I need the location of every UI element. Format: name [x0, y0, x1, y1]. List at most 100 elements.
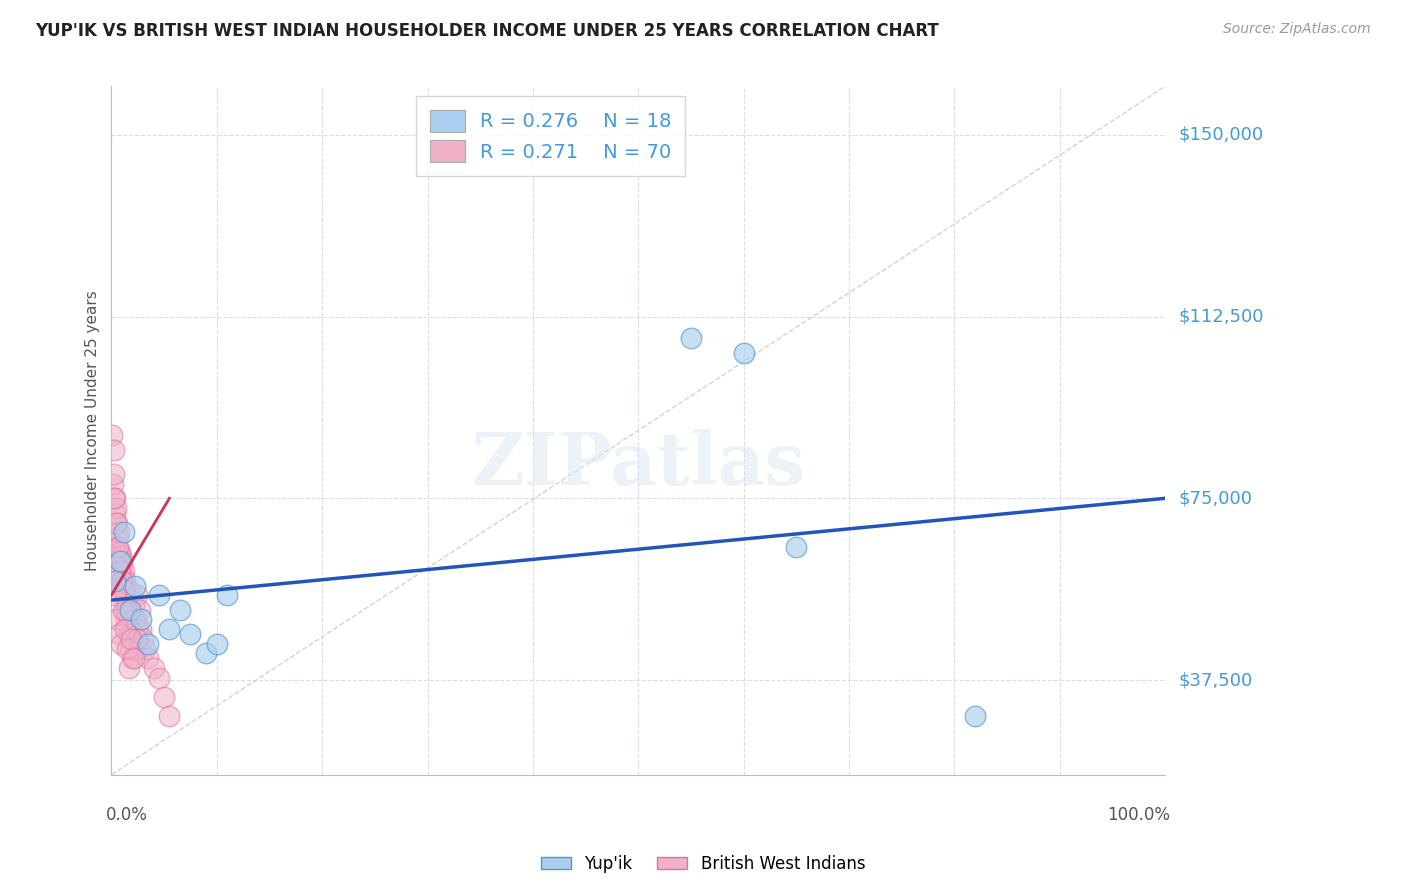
- Point: [129, 612, 152, 626]
- Point: [785, 540, 807, 554]
- Point: [120, 641, 142, 656]
- Point: [111, 569, 134, 583]
- Point: [101, 476, 124, 491]
- Point: [107, 549, 129, 564]
- Point: [134, 641, 156, 656]
- Point: [118, 661, 141, 675]
- Point: [142, 661, 165, 675]
- Point: [114, 603, 136, 617]
- Point: [107, 530, 129, 544]
- Point: [122, 651, 145, 665]
- Point: [103, 506, 125, 520]
- Legend: R = 0.276    N = 18, R = 0.271    N = 70: R = 0.276 N = 18, R = 0.271 N = 70: [416, 96, 685, 176]
- Point: [124, 612, 146, 626]
- Point: [108, 564, 131, 578]
- Point: [111, 554, 134, 568]
- Point: [104, 491, 127, 506]
- Point: [108, 525, 131, 540]
- Point: [115, 603, 138, 617]
- Point: [205, 637, 228, 651]
- Point: [136, 637, 159, 651]
- Point: [121, 651, 143, 665]
- Point: [103, 588, 125, 602]
- Point: [105, 501, 128, 516]
- Point: [148, 588, 170, 602]
- Text: $112,500: $112,500: [1180, 308, 1264, 326]
- Point: [120, 603, 142, 617]
- Point: [104, 525, 127, 540]
- Point: [111, 574, 134, 588]
- Point: [112, 525, 135, 540]
- Point: [122, 598, 145, 612]
- Point: [117, 617, 139, 632]
- Point: [217, 588, 239, 602]
- Point: [120, 632, 142, 646]
- Point: [111, 578, 134, 592]
- Point: [153, 690, 176, 704]
- Point: [129, 622, 152, 636]
- Text: YUP'IK VS BRITISH WEST INDIAN HOUSEHOLDER INCOME UNDER 25 YEARS CORRELATION CHAR: YUP'IK VS BRITISH WEST INDIAN HOUSEHOLDE…: [35, 22, 939, 40]
- Point: [110, 544, 132, 558]
- Text: ZIPatlas: ZIPatlas: [471, 429, 806, 500]
- Point: [117, 622, 139, 636]
- Point: [118, 583, 141, 598]
- Point: [108, 554, 131, 568]
- Point: [114, 622, 136, 636]
- Legend: Yup'ik, British West Indians: Yup'ik, British West Indians: [534, 848, 872, 880]
- Point: [124, 632, 146, 646]
- Point: [112, 588, 135, 602]
- Point: [128, 641, 150, 656]
- Point: [115, 641, 138, 656]
- Point: [128, 603, 150, 617]
- Point: [103, 467, 125, 481]
- Point: [108, 564, 131, 578]
- Point: [148, 671, 170, 685]
- Point: [157, 622, 180, 636]
- Point: [115, 598, 138, 612]
- Y-axis label: Householder Income Under 25 years: Householder Income Under 25 years: [86, 290, 100, 571]
- Text: $37,500: $37,500: [1180, 671, 1253, 689]
- Point: [112, 583, 135, 598]
- Point: [105, 540, 128, 554]
- Point: [103, 574, 125, 588]
- Point: [121, 627, 143, 641]
- Point: [124, 578, 146, 592]
- Point: [110, 549, 132, 564]
- Point: [179, 627, 201, 641]
- Point: [679, 331, 702, 345]
- Point: [136, 651, 159, 665]
- Point: [104, 516, 127, 530]
- Point: [105, 516, 128, 530]
- Text: $75,000: $75,000: [1180, 490, 1253, 508]
- Point: [110, 637, 132, 651]
- Point: [101, 428, 124, 442]
- Point: [132, 632, 155, 646]
- Point: [169, 603, 191, 617]
- Point: [115, 588, 138, 602]
- Point: [733, 346, 755, 360]
- Point: [107, 540, 129, 554]
- Text: Source: ZipAtlas.com: Source: ZipAtlas.com: [1223, 22, 1371, 37]
- Point: [110, 574, 132, 588]
- Point: [965, 709, 987, 723]
- Point: [103, 442, 125, 457]
- Point: [111, 603, 134, 617]
- Point: [120, 603, 142, 617]
- Point: [107, 554, 129, 568]
- Point: [195, 647, 218, 661]
- Point: [124, 612, 146, 626]
- Text: 0.0%: 0.0%: [105, 805, 148, 823]
- Point: [112, 564, 135, 578]
- Point: [105, 612, 128, 626]
- Point: [107, 627, 129, 641]
- Point: [114, 612, 136, 626]
- Text: 100.0%: 100.0%: [1108, 805, 1170, 823]
- Point: [125, 588, 148, 602]
- Point: [103, 491, 125, 506]
- Point: [157, 709, 180, 723]
- Point: [114, 574, 136, 588]
- Point: [127, 622, 149, 636]
- Point: [125, 632, 148, 646]
- Point: [120, 622, 142, 636]
- Text: $150,000: $150,000: [1180, 126, 1264, 144]
